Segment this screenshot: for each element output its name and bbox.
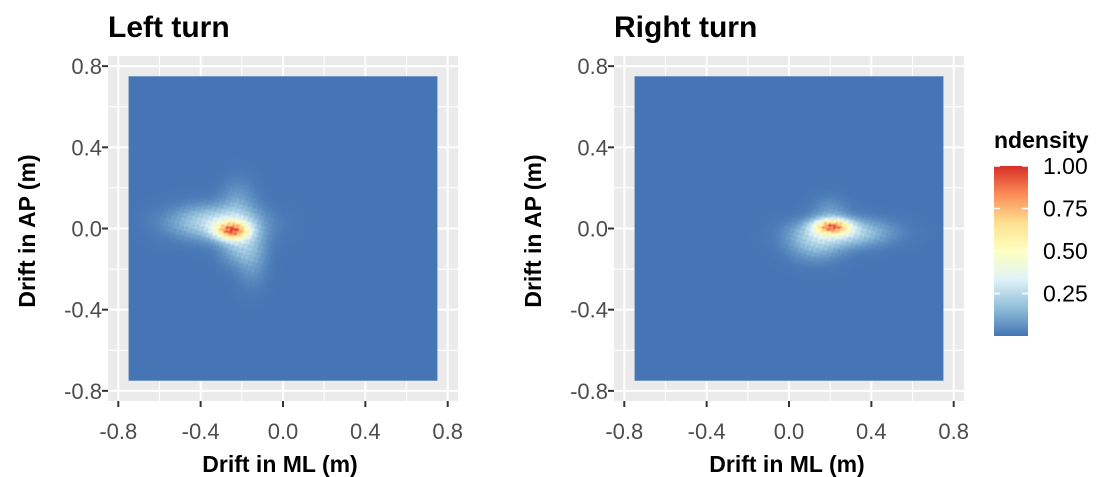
legend-label: 0.50 xyxy=(1043,238,1088,264)
x-tick-label: 0.0 xyxy=(774,419,805,444)
y-tick-label: 0.4 xyxy=(577,135,608,160)
y-tick-label: -0.4 xyxy=(570,298,608,323)
y-tick-label: 0.8 xyxy=(577,54,608,79)
y-tick-label: 0.0 xyxy=(577,217,608,242)
y-tick-label: 0.8 xyxy=(71,54,102,79)
right-turn-title: Right turn xyxy=(614,11,757,44)
legend-label: 0.25 xyxy=(1043,281,1088,307)
left-turn-y-axis-title: Drift in AP (m) xyxy=(14,154,40,307)
right-turn-x-axis-title: Drift in ML (m) xyxy=(709,451,864,477)
x-tick-label: -0.4 xyxy=(688,419,726,444)
y-tick-label: -0.8 xyxy=(570,379,608,404)
left-turn-density-tiles xyxy=(128,76,438,381)
right-turn-axes: -0.8 -0.4 0.0 0.4 0.8 -0.8 -0.4 0.0 0.4 0.8 xyxy=(570,54,969,444)
legend-label: 1.00 xyxy=(1043,153,1088,179)
right-turn-panel: Right turn -0.8 -0.4 0.0 0.4 0.8 -0.8 -0.4 0.0 0… xyxy=(520,11,969,477)
x-tick-label: 0.4 xyxy=(856,419,887,444)
legend-label: 0.75 xyxy=(1043,196,1088,222)
x-tick-label: 0.8 xyxy=(432,419,463,444)
legend-title: ndensity xyxy=(994,127,1089,153)
right-turn-y-axis-title: Drift in AP (m) xyxy=(520,154,546,307)
y-tick-label: 0.4 xyxy=(71,135,102,160)
left-turn-x-axis-title: Drift in ML (m) xyxy=(202,451,357,477)
x-tick-label: 0.4 xyxy=(350,419,381,444)
y-tick-label: -0.8 xyxy=(64,379,102,404)
left-turn-title: Left turn xyxy=(108,11,230,44)
left-turn-axes: -0.8 -0.4 0.0 0.4 0.8 -0.8 -0.4 0.0 0.4 0.8 xyxy=(64,54,463,444)
x-tick-label: 0.0 xyxy=(268,419,299,444)
x-tick-label: -0.8 xyxy=(605,419,643,444)
x-tick-label: -0.4 xyxy=(182,419,220,444)
left-turn-panel: Left turn -0.8 -0.4 0.0 0.4 0.8 -0.8 -0.4 0.0 0.… xyxy=(14,11,463,477)
x-tick-label: -0.8 xyxy=(99,419,137,444)
y-tick-label: 0.0 xyxy=(71,217,102,242)
right-turn-density-tiles xyxy=(634,76,944,381)
y-tick-label: -0.4 xyxy=(64,298,102,323)
x-tick-label: 0.8 xyxy=(938,419,969,444)
legend-ticks: 1.00 0.75 0.50 0.25 xyxy=(994,153,1088,307)
color-legend: ndensity 1.00 0.75 0.50 0.25 xyxy=(994,127,1089,336)
